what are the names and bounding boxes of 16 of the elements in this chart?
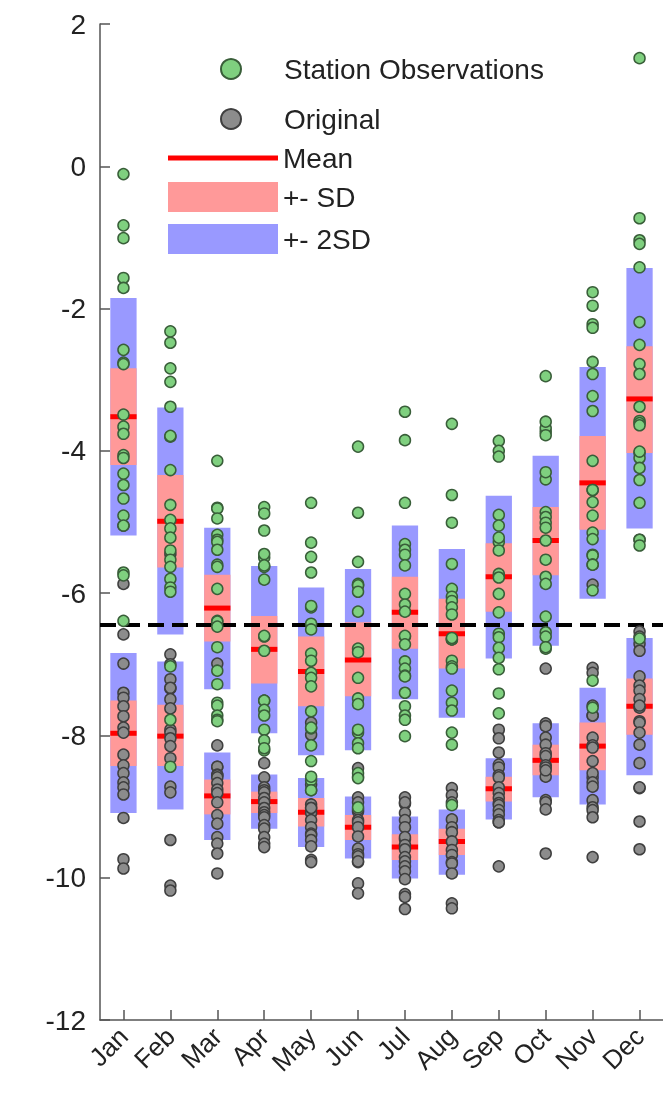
legend-label: +- SD xyxy=(283,181,356,213)
y-tick-label: 0 xyxy=(70,150,86,182)
legend-label: +- 2SD xyxy=(283,223,371,255)
y-tick-label: -12 xyxy=(45,1004,86,1036)
y-tick-label: -10 xyxy=(45,862,86,894)
y-tick-label: -4 xyxy=(61,435,86,467)
x-tick-label: Jun xyxy=(317,1021,369,1073)
x-tick-label: Jul xyxy=(370,1021,416,1067)
x-tick-label: Dec xyxy=(596,1021,651,1076)
legend-label: Original xyxy=(284,103,381,135)
legend-label: Station Observations xyxy=(284,53,544,85)
legend-label: Mean xyxy=(283,142,354,174)
y-tick-label: -8 xyxy=(61,719,86,751)
y-tick-label: 2 xyxy=(70,8,86,40)
y-tick-label: -2 xyxy=(61,293,86,325)
y-tick-label: -6 xyxy=(61,577,86,609)
